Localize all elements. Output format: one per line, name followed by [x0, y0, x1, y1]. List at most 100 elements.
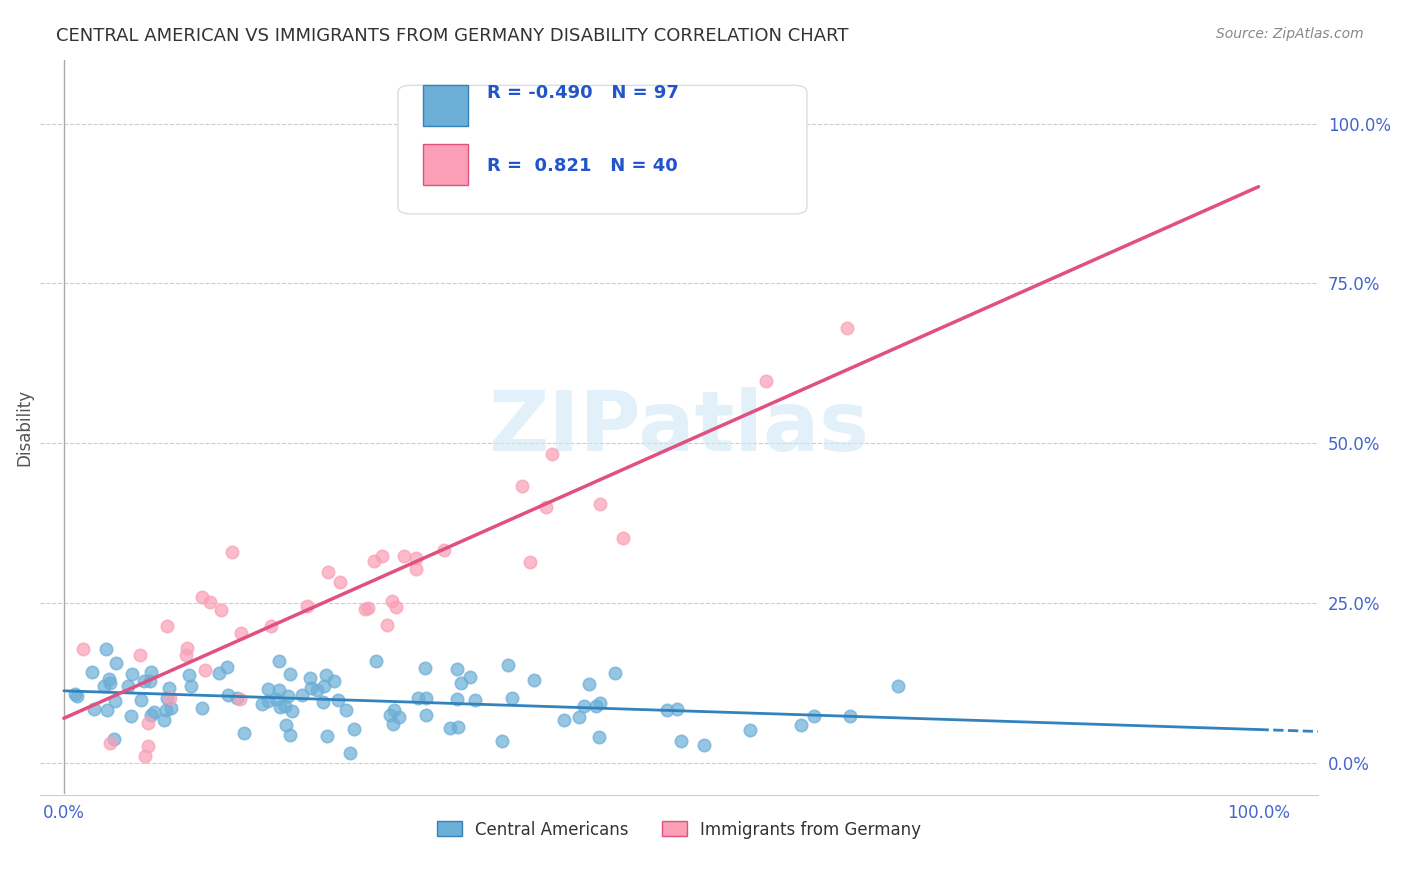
Point	[299, 681, 322, 695]
Point	[588, 730, 610, 744]
Point	[103, 731, 125, 746]
Point	[156, 691, 179, 706]
Text: Source: ZipAtlas.com: Source: ZipAtlas.com	[1216, 27, 1364, 41]
Text: R = -0.490   N = 97: R = -0.490 N = 97	[488, 84, 679, 102]
Point	[315, 667, 337, 681]
Point	[665, 702, 688, 716]
Point	[458, 670, 481, 684]
Point	[136, 715, 159, 730]
Point	[257, 682, 280, 697]
Point	[104, 656, 127, 670]
Point	[446, 662, 468, 676]
Point	[392, 549, 415, 564]
Point	[322, 674, 344, 689]
Point	[572, 698, 595, 713]
Point	[887, 679, 910, 693]
Point	[226, 691, 249, 706]
Point	[174, 648, 197, 662]
Point	[312, 679, 335, 693]
Point	[523, 673, 546, 687]
Point	[280, 704, 302, 718]
Point	[117, 679, 139, 693]
Point	[276, 718, 298, 732]
Point	[450, 675, 472, 690]
Point	[217, 688, 239, 702]
Point	[139, 674, 162, 689]
Point	[837, 321, 859, 335]
Point	[408, 691, 430, 706]
Point	[375, 617, 398, 632]
Point	[82, 665, 104, 680]
Point	[136, 739, 159, 753]
Point	[98, 736, 121, 750]
Point	[191, 700, 214, 714]
Point	[446, 691, 468, 706]
Point	[260, 619, 283, 633]
Point	[257, 694, 280, 708]
Point	[589, 497, 612, 511]
Point	[209, 603, 232, 617]
Y-axis label: Disability: Disability	[15, 389, 32, 466]
Point	[291, 689, 314, 703]
Point	[464, 693, 486, 707]
Point	[194, 663, 217, 677]
Point	[541, 447, 564, 461]
Point	[66, 689, 89, 703]
Point	[447, 720, 470, 734]
Point	[657, 703, 679, 717]
Point	[496, 658, 519, 673]
Point	[267, 682, 290, 697]
Point	[139, 665, 162, 679]
Point	[585, 698, 607, 713]
Point	[299, 671, 322, 685]
Point	[405, 551, 427, 566]
Point	[269, 700, 291, 714]
Point	[159, 690, 181, 705]
Point	[121, 666, 143, 681]
Point	[433, 542, 456, 557]
Point	[159, 701, 181, 715]
Point	[378, 708, 401, 723]
Point	[156, 619, 179, 633]
Point	[603, 666, 626, 681]
Point	[838, 709, 860, 723]
Legend: Central Americans, Immigrants from Germany: Central Americans, Immigrants from Germa…	[430, 814, 928, 846]
Point	[342, 723, 364, 737]
Text: ZIPatlas: ZIPatlas	[489, 386, 870, 467]
Point	[588, 696, 610, 710]
Point	[96, 641, 118, 656]
Point	[382, 703, 405, 717]
Point	[335, 703, 357, 717]
Point	[491, 734, 513, 748]
Point	[357, 601, 380, 615]
Point	[671, 733, 693, 747]
Point	[382, 717, 405, 731]
Point	[221, 545, 243, 559]
Point	[177, 667, 200, 681]
Point	[134, 748, 156, 763]
Point	[405, 562, 427, 576]
Point	[328, 693, 350, 707]
FancyBboxPatch shape	[398, 86, 807, 214]
Point	[200, 595, 222, 609]
Point	[278, 666, 301, 681]
Point	[315, 729, 337, 743]
Point	[318, 566, 340, 580]
Point	[534, 500, 557, 515]
Point	[501, 691, 523, 706]
Point	[98, 672, 121, 686]
Point	[176, 641, 198, 656]
Point	[578, 676, 600, 690]
Point	[93, 680, 115, 694]
FancyBboxPatch shape	[423, 86, 468, 126]
Point	[278, 728, 301, 742]
Point	[381, 593, 404, 607]
Point	[364, 654, 387, 668]
Point	[143, 706, 166, 720]
Point	[180, 679, 202, 693]
Point	[120, 709, 142, 723]
Point	[229, 626, 252, 640]
Point	[131, 693, 153, 707]
Point	[329, 575, 352, 590]
Point	[553, 713, 575, 727]
